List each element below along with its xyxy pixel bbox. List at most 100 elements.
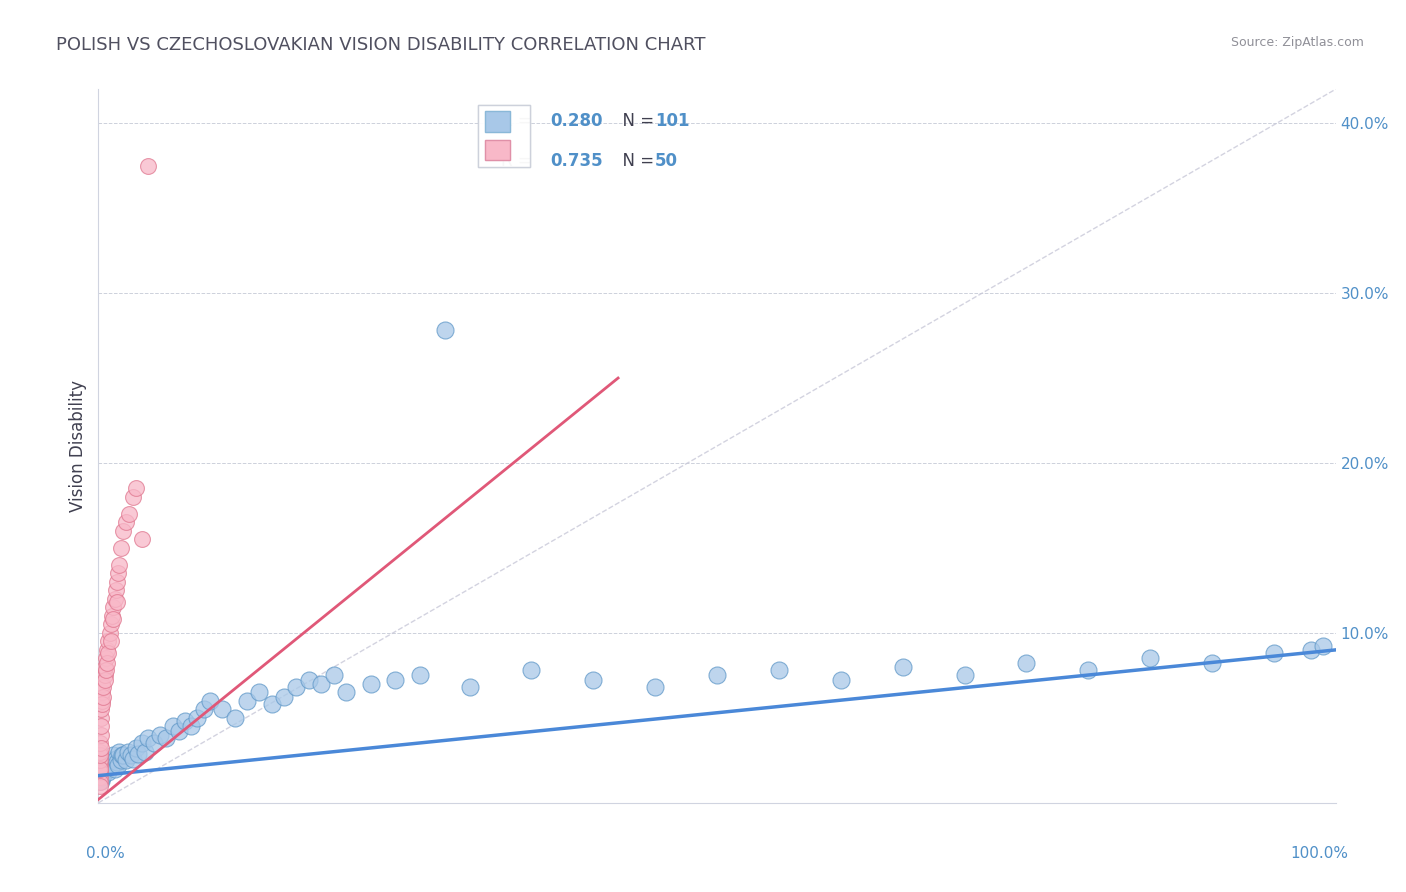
Point <box>96 762 118 776</box>
Point <box>89 762 111 776</box>
Point <box>105 755 128 769</box>
Point <box>180 719 202 733</box>
Point <box>1299 643 1322 657</box>
Point <box>93 765 115 780</box>
Point <box>433 323 456 337</box>
Point <box>89 779 111 793</box>
Point <box>891 660 914 674</box>
Point <box>124 741 146 756</box>
Point <box>90 702 112 716</box>
Text: N =: N = <box>612 152 659 169</box>
Point <box>89 745 111 759</box>
Point <box>107 758 129 772</box>
Point <box>1077 663 1099 677</box>
Point <box>247 685 270 699</box>
Point <box>93 760 115 774</box>
Point <box>104 583 127 598</box>
Point <box>101 758 124 772</box>
Point <box>644 680 666 694</box>
Point <box>193 702 215 716</box>
Point <box>97 765 120 780</box>
Point <box>520 663 543 677</box>
Point <box>107 566 129 581</box>
Point <box>143 736 166 750</box>
Point <box>91 758 114 772</box>
Point <box>90 758 112 772</box>
Point <box>89 770 111 784</box>
Point <box>97 758 120 772</box>
Point <box>131 533 153 547</box>
Point <box>89 760 111 774</box>
Point <box>260 698 283 712</box>
Point <box>89 736 111 750</box>
Point <box>273 690 295 705</box>
Point <box>211 702 233 716</box>
Point <box>108 558 131 572</box>
Text: R =: R = <box>501 152 537 169</box>
Point <box>90 770 112 784</box>
Text: 0.280: 0.280 <box>550 112 603 130</box>
Point <box>149 728 172 742</box>
Point <box>136 731 159 746</box>
Point <box>90 741 112 756</box>
Point <box>105 574 128 589</box>
Point <box>953 668 976 682</box>
Text: 0.0%: 0.0% <box>86 846 125 861</box>
Point <box>174 714 197 729</box>
Text: 101: 101 <box>655 112 690 130</box>
Y-axis label: Vision Disability: Vision Disability <box>69 380 87 512</box>
Point <box>94 663 117 677</box>
Point <box>90 711 112 725</box>
Point <box>127 747 149 761</box>
Point <box>90 764 112 778</box>
Point <box>186 711 208 725</box>
Point <box>236 694 259 708</box>
Point <box>97 646 120 660</box>
Point <box>91 762 114 776</box>
Point <box>110 753 132 767</box>
Point <box>89 758 111 772</box>
Point <box>89 770 111 784</box>
Point <box>108 745 131 759</box>
Point <box>94 764 117 778</box>
Point <box>90 765 112 780</box>
Point <box>90 773 112 788</box>
Point <box>89 762 111 776</box>
Point <box>96 657 118 671</box>
Point <box>93 690 115 705</box>
Point <box>162 719 184 733</box>
Point <box>96 755 118 769</box>
Point <box>89 765 111 780</box>
Text: R =: R = <box>501 112 537 130</box>
Point <box>103 612 125 626</box>
Point <box>155 731 177 746</box>
Text: N =: N = <box>612 112 659 130</box>
Point <box>198 694 221 708</box>
Point <box>101 608 124 623</box>
Point <box>89 748 111 763</box>
Point <box>1312 640 1334 654</box>
Point <box>384 673 406 688</box>
Point <box>91 770 114 784</box>
Legend: , : , <box>478 104 530 167</box>
Point <box>360 677 382 691</box>
Point <box>830 673 852 688</box>
Point <box>91 685 114 699</box>
Text: 50: 50 <box>655 152 678 169</box>
Point <box>136 159 159 173</box>
Point <box>1015 657 1038 671</box>
Point <box>103 762 125 776</box>
Point <box>582 673 605 688</box>
Point <box>89 769 111 783</box>
Point <box>89 753 111 767</box>
Point <box>89 767 111 781</box>
Point <box>409 668 432 682</box>
Text: 0.735: 0.735 <box>550 152 603 169</box>
Point <box>93 680 115 694</box>
Point <box>90 769 112 783</box>
Point <box>104 751 127 765</box>
Point <box>103 591 125 606</box>
Point <box>93 764 115 778</box>
Point <box>117 745 139 759</box>
Point <box>120 748 142 763</box>
